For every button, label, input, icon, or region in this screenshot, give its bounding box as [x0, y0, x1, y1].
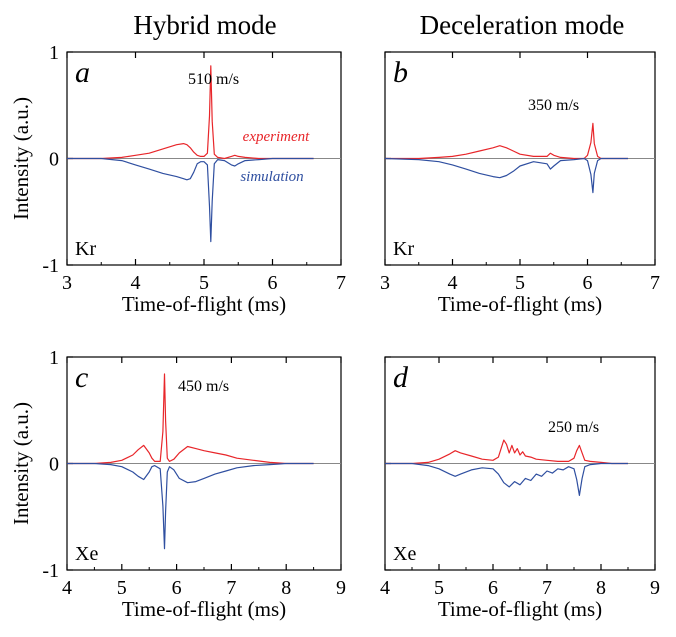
x-tick-label: 3	[62, 272, 72, 294]
species-label: Xe	[75, 543, 98, 565]
x-tick-label: 7	[226, 577, 236, 599]
y-tick-label: 1	[49, 42, 59, 64]
x-tick-label: 6	[488, 577, 498, 599]
x-axis-label: Time-of-flight (ms)	[122, 292, 286, 316]
x-tick-label: 4	[448, 272, 458, 294]
species-label: Kr	[75, 238, 96, 260]
speed-annotation: 350 m/s	[528, 97, 579, 114]
panel-letter: a	[75, 56, 90, 89]
x-tick-label: 7	[542, 577, 552, 599]
species-label: Kr	[393, 238, 414, 260]
y-axis-label: Intensity (a.u.)	[9, 97, 33, 220]
panel-b: 3 4 5 6 7 Time-of-flight (ms) b 350 m/s Kr	[380, 51, 660, 316]
panel-letter: b	[393, 56, 408, 89]
x-axis-label: Time-of-flight (ms)	[438, 292, 602, 316]
x-axis-label: Time-of-flight (ms)	[438, 597, 602, 621]
y-tick-label: -1	[42, 560, 59, 582]
y-axis-label: Intensity (a.u.)	[9, 402, 33, 525]
speed-annotation: 250 m/s	[548, 419, 599, 436]
panel-d: 4 5 6 7 8 9 Time-of-flight (ms) d 250 m/s Xe	[380, 356, 660, 621]
x-tick-label: 4	[62, 577, 72, 599]
series-line-experiment	[385, 439, 628, 465]
column-title-deceleration: Deceleration mode	[420, 10, 625, 40]
panel-a: 3 4 5 6 7 1 0 -1 Time-of-flight (ms) Intensity (a…	[9, 42, 346, 316]
series-line-experiment	[385, 122, 628, 160]
speed-annotation: 510 m/s	[188, 71, 239, 88]
species-label: Xe	[393, 543, 416, 565]
x-tick-label: 5	[117, 577, 127, 599]
panel-letter: d	[393, 361, 409, 394]
series-label-simulation: simulation	[240, 169, 303, 185]
y-tick-label: 1	[49, 347, 59, 369]
x-tick-label: 4	[380, 577, 390, 599]
x-tick-label: 6	[268, 272, 278, 294]
x-tick-label: 5	[199, 272, 209, 294]
y-tick-label: 0	[49, 454, 59, 476]
x-tick-label: 5	[515, 272, 525, 294]
x-tick-label: 9	[650, 577, 660, 599]
x-tick-label: 3	[380, 272, 390, 294]
x-tick-label: 8	[281, 577, 291, 599]
x-tick-label: 6	[583, 272, 593, 294]
x-tick-label: 4	[131, 272, 141, 294]
x-tick-label: 6	[172, 577, 182, 599]
panel-letter: c	[75, 361, 88, 394]
y-tick-label: 0	[49, 149, 59, 171]
x-tick-label: 7	[336, 272, 346, 294]
x-tick-label: 5	[434, 577, 444, 599]
series-label-experiment: experiment	[243, 129, 310, 145]
x-tick-label: 8	[596, 577, 606, 599]
x-tick-label: 9	[336, 577, 346, 599]
x-tick-label: 7	[650, 272, 660, 294]
x-axis-label: Time-of-flight (ms)	[122, 597, 286, 621]
column-title-hybrid: Hybrid mode	[133, 10, 276, 40]
speed-annotation: 450 m/s	[178, 378, 229, 395]
series-line-experiment	[67, 65, 314, 160]
y-tick-label: -1	[42, 255, 59, 277]
series-line-simulation	[67, 462, 314, 550]
series-line-simulation	[67, 157, 314, 243]
series-line-simulation	[384, 157, 628, 194]
series-line-experiment	[67, 373, 314, 465]
series-line-simulation	[385, 462, 628, 496]
